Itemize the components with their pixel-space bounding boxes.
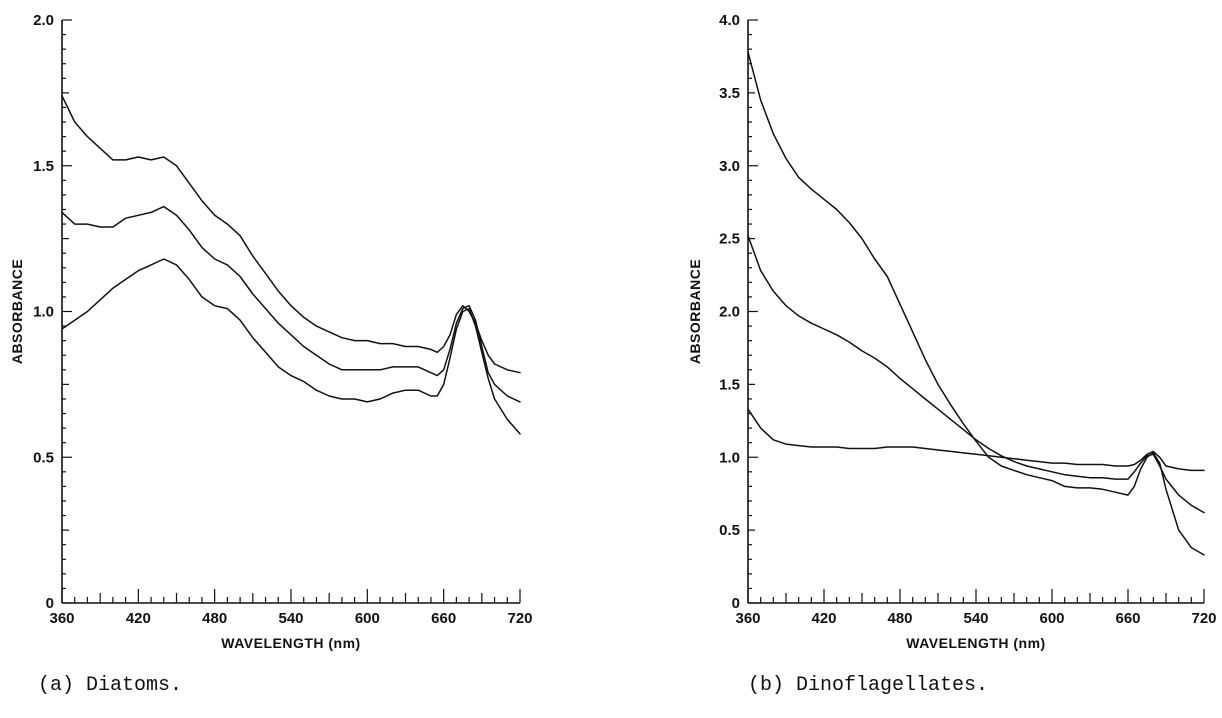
panel-caption: (b) Dinoflagellates. <box>748 674 988 697</box>
x-tick-label: 720 <box>1191 610 1216 627</box>
y-tick-label: 0 <box>732 595 740 612</box>
x-tick-label: 420 <box>811 610 836 627</box>
y-tick-label: 0 <box>46 595 54 612</box>
x-tick-label: 420 <box>126 610 151 627</box>
x-tick-label: 600 <box>1039 610 1064 627</box>
panel-caption: (a) Diatoms. <box>38 674 182 697</box>
x-tick-label: 480 <box>887 610 912 627</box>
series-line-1 <box>61 95 521 374</box>
series-line-2 <box>61 205 521 403</box>
x-tick-label: 660 <box>431 610 456 627</box>
x-tick-label: 660 <box>1115 610 1140 627</box>
panel-diatoms: 0 0.5 1.0 1.5 2.0 360 420 480 540 600 660 720 WAVELE… <box>9 12 533 697</box>
x-tick-label: 540 <box>963 610 988 627</box>
x-tick-label: 540 <box>278 610 303 627</box>
x-tick-label: 720 <box>507 610 532 627</box>
x-tick-label: 360 <box>49 610 74 627</box>
y-tick-label: 1.5 <box>33 158 54 175</box>
y-tick-label: 0.5 <box>719 522 740 539</box>
series-line-3 <box>747 408 1205 472</box>
y-axis-title: ABSORBANCE <box>687 259 703 364</box>
x-tick-label: 480 <box>202 610 227 627</box>
y-axis-title: ABSORBANCE <box>9 259 25 364</box>
series-line-3 <box>61 258 521 435</box>
y-tick-label: 2.5 <box>719 231 740 248</box>
x-tick-label: 600 <box>355 610 380 627</box>
x-axis-title: WAVELENGTH (nm) <box>221 635 360 651</box>
y-tick-label: 1.5 <box>719 376 740 393</box>
y-tick-label: 1.0 <box>33 304 54 321</box>
y-tick-label: 3.5 <box>719 85 740 102</box>
y-tick-label: 3.0 <box>719 158 740 175</box>
x-axis-title: WAVELENGTH (nm) <box>906 635 1045 651</box>
series-line-1 <box>747 51 1205 556</box>
y-tick-label: 0.5 <box>33 449 54 466</box>
y-tick-label: 2.0 <box>719 304 740 321</box>
panel-dinoflagellates: 0 0.5 1.0 1.5 2.0 2.5 3.0 3.5 4.0 360 420 480 540 600… <box>687 12 1217 697</box>
y-tick-label: 4.0 <box>719 12 740 29</box>
x-tick-label: 360 <box>735 610 760 627</box>
series-line-2 <box>747 234 1205 514</box>
y-tick-label: 1.0 <box>719 449 740 466</box>
y-tick-label: 2.0 <box>33 12 54 29</box>
